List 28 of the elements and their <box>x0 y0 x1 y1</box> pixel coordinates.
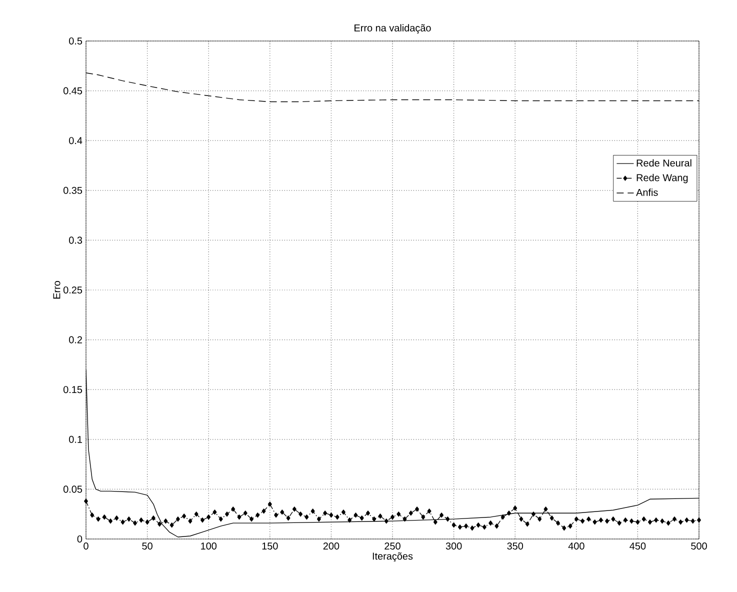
x-tick-label: 200 <box>323 542 340 550</box>
y-tick-label: 0.3 <box>69 236 82 244</box>
y-tick-label: 0.25 <box>63 286 82 294</box>
y-tick-label: 0 <box>77 535 82 543</box>
y-axis-title: Erro <box>53 281 60 299</box>
y-tick-label: 0.1 <box>69 436 82 443</box>
x-tick-label: 500 <box>691 542 707 550</box>
x-tick-label: 350 <box>507 542 524 550</box>
legend-label: Rede Wang <box>636 174 688 184</box>
x-tick-label: 450 <box>630 542 646 550</box>
x-tick-label: 250 <box>384 542 400 550</box>
legend-label: Anfis <box>636 188 658 196</box>
y-tick-label: 0.45 <box>63 87 82 94</box>
x-tick-label: 150 <box>262 542 278 550</box>
chart-title: Erro na validação <box>354 24 431 34</box>
legend-label: Rede Neural <box>636 159 692 167</box>
y-tick-label: 0.2 <box>69 336 82 344</box>
x-tick-label: 50 <box>142 542 152 550</box>
x-tick-label: 100 <box>201 542 217 550</box>
y-tick-label: 0.4 <box>69 137 82 144</box>
y-tick-label: 0.05 <box>63 486 82 493</box>
x-axis-title: Iterações <box>372 552 413 562</box>
y-tick-label: 0.15 <box>63 386 82 394</box>
x-tick-label: 400 <box>568 542 584 550</box>
x-tick-label: 300 <box>446 542 462 550</box>
y-tick-label: 0.5 <box>69 37 82 45</box>
x-tick-label: 0 <box>84 542 88 550</box>
y-tick-label: 0.35 <box>63 186 82 194</box>
